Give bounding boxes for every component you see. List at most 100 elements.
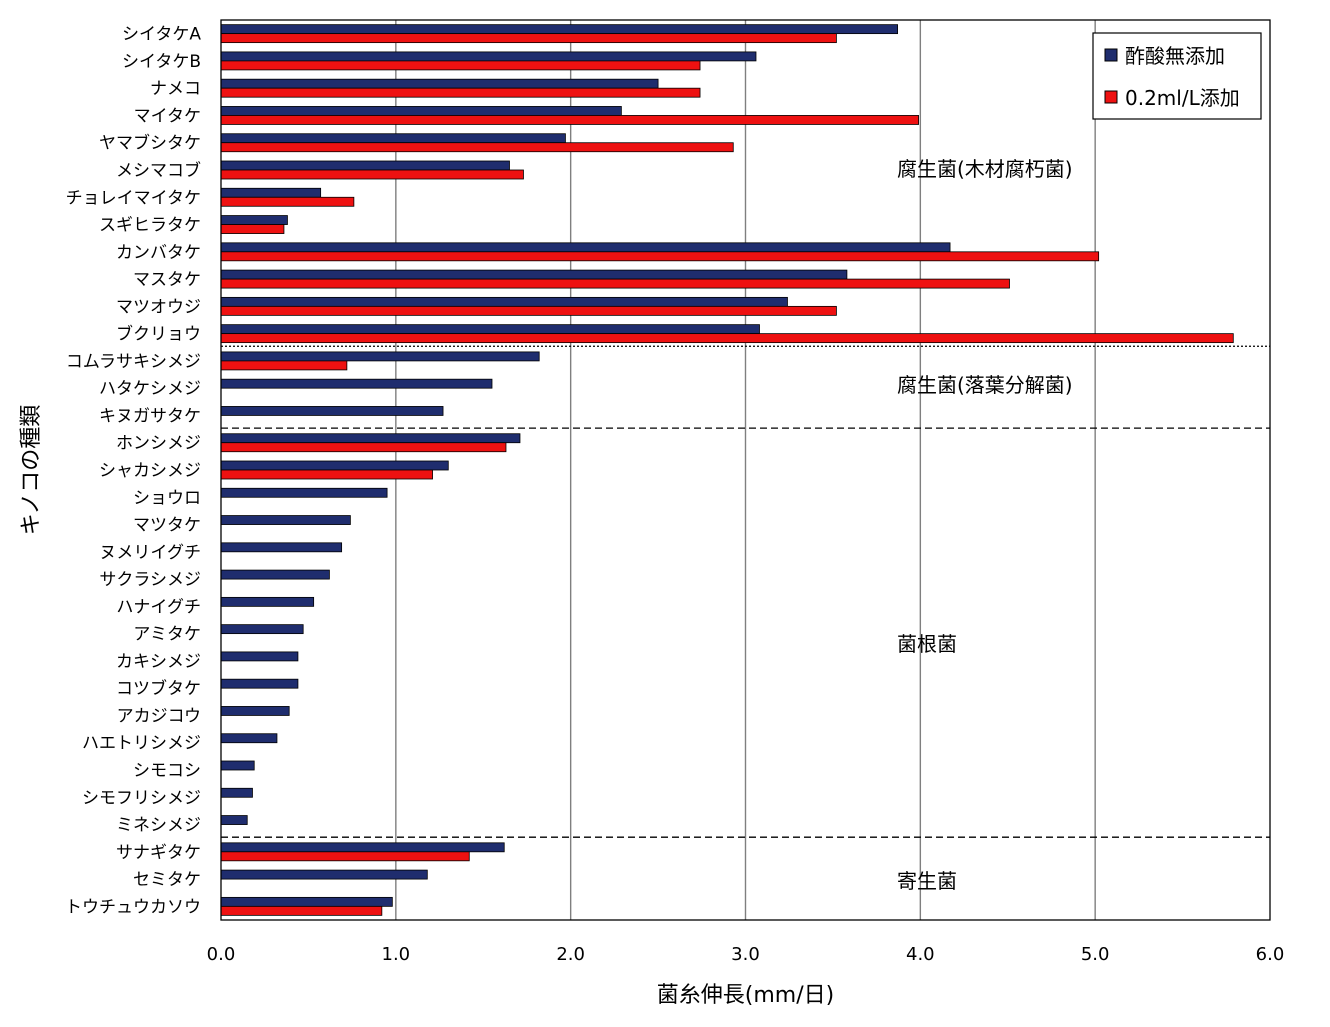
bar-series-0: [220, 815, 248, 825]
legend-box: [1092, 32, 1262, 120]
bar-series-0: [220, 406, 444, 416]
x-tick-label: 2.0: [556, 944, 585, 965]
category-label: カンバタケ: [116, 243, 201, 263]
bar-series-0: [220, 624, 304, 635]
bar-series-1: [220, 87, 701, 98]
x-tick-label: 4.0: [906, 944, 935, 965]
category-label: サクラシメジ: [99, 570, 201, 590]
bar-series-0: [220, 378, 493, 389]
bar-series-0: [220, 133, 566, 144]
category-label: マスタケ: [133, 270, 201, 290]
bar-series-0: [220, 760, 255, 771]
category-label: シイタケB: [122, 52, 201, 72]
bar-series-1: [220, 851, 470, 862]
bar-series-0: [220, 487, 388, 498]
x-axis-title: 菌糸伸長(mm/日): [657, 983, 834, 1008]
bar-series-0: [220, 187, 322, 198]
category-label: セミタケ: [133, 870, 201, 890]
bar-series-1: [220, 142, 734, 153]
bar-series-1: [220, 905, 383, 916]
category-label: シモフリシメジ: [82, 788, 201, 808]
bar-series-0: [220, 596, 315, 607]
bar-series-0: [220, 787, 253, 798]
x-tick-label: 1.0: [382, 944, 411, 965]
bar-series-0: [220, 678, 299, 689]
category-label: マツタケ: [133, 516, 201, 536]
bar-series-0: [220, 433, 521, 444]
legend: 酢酸無添加 0.2ml/L添加: [1092, 32, 1262, 120]
legend-label-series-0: 酢酸無添加: [1125, 44, 1225, 68]
x-tick-label: 5.0: [1081, 944, 1110, 965]
legend-swatch-series-0: [1104, 48, 1118, 62]
category-label: ハナイグチ: [116, 597, 201, 617]
bar-series-0: [220, 896, 393, 907]
bar-series-0: [220, 324, 760, 335]
bar-series-0: [220, 78, 659, 89]
bar-series-0: [220, 706, 290, 716]
category-label: ミネシメジ: [116, 816, 201, 836]
bar-series-1: [220, 60, 701, 71]
bar-series-0: [220, 106, 622, 116]
bar-series-0: [220, 24, 899, 35]
bars: [220, 24, 1234, 916]
category-labels: シイタケA シイタケB ナメコマイタケヤマブシタケメシマコブチョレイマイタケスギヒラ…: [65, 25, 201, 918]
gridlines: [395, 20, 1096, 920]
category-label: シイタケA: [122, 25, 201, 45]
bar-series-0: [220, 869, 428, 880]
bar-series-1: [220, 360, 348, 371]
bar-series-0: [220, 460, 449, 471]
bar-series-1: [220, 251, 1100, 262]
category-label: シモコシ: [133, 761, 201, 781]
x-tick-label: 3.0: [731, 944, 760, 965]
group-label: 菌根菌: [897, 632, 957, 656]
category-label: サナギタケ: [116, 843, 201, 863]
bar-series-0: [220, 269, 848, 280]
bar-series-0: [220, 160, 510, 171]
category-label: スギヒラタケ: [99, 216, 201, 236]
bar-series-1: [220, 333, 1234, 344]
bar-series-0: [220, 733, 278, 744]
category-label: カキシメジ: [116, 652, 201, 672]
x-tick-labels: 0.0 1.0 2.0 3.0 4.0 5.0 6.0: [207, 944, 1285, 965]
bar-series-1: [220, 196, 355, 207]
bar-series-1: [220, 224, 285, 234]
bar-series-0: [220, 51, 757, 62]
bar-series-1: [220, 33, 837, 44]
x-tick-label: 6.0: [1256, 944, 1285, 965]
category-label: ホンシメジ: [116, 434, 201, 454]
category-label: キヌガサタケ: [99, 406, 201, 426]
bar-series-0: [220, 842, 505, 853]
bar-series-1: [220, 442, 507, 453]
x-tick-label: 0.0: [207, 944, 236, 965]
plot-frame: [220, 19, 1271, 921]
bar-series-1: [220, 469, 433, 480]
category-label: ショウロ: [133, 488, 201, 508]
bar-series-0: [220, 296, 788, 307]
bar-series-0: [220, 515, 351, 525]
bar-series-1: [220, 305, 837, 316]
category-label: ブクリョウ: [116, 324, 201, 345]
bar-series-0: [220, 351, 540, 362]
legend-label-series-1: 0.2ml/L添加: [1125, 86, 1240, 110]
category-label: トウチュウカソウ: [65, 897, 201, 917]
category-label: チョレイマイタケ: [66, 188, 201, 208]
bar-series-0: [220, 542, 343, 553]
category-label: シャカシメジ: [99, 461, 201, 481]
bar-series-1: [220, 169, 524, 180]
bar-series-1: [220, 278, 1010, 289]
category-label: マイタケ: [134, 106, 201, 126]
group-label: 腐生菌(落葉分解菌): [897, 373, 1073, 397]
category-label: ハタケシメジ: [99, 379, 201, 399]
category-label: アミタケ: [133, 625, 201, 645]
category-label: マツオウジ: [116, 297, 201, 317]
legend-swatch-series-1: [1104, 90, 1118, 104]
group-separators: [221, 345, 1270, 838]
category-label: コツブタケ: [116, 678, 201, 699]
bar-series-0: [220, 215, 288, 225]
group-label: 腐生菌(木材腐朽菌): [897, 157, 1073, 181]
category-label: ナメコ: [150, 79, 201, 99]
category-label: メシマコブ: [116, 160, 201, 181]
category-label: ハエトリシメジ: [82, 734, 201, 754]
